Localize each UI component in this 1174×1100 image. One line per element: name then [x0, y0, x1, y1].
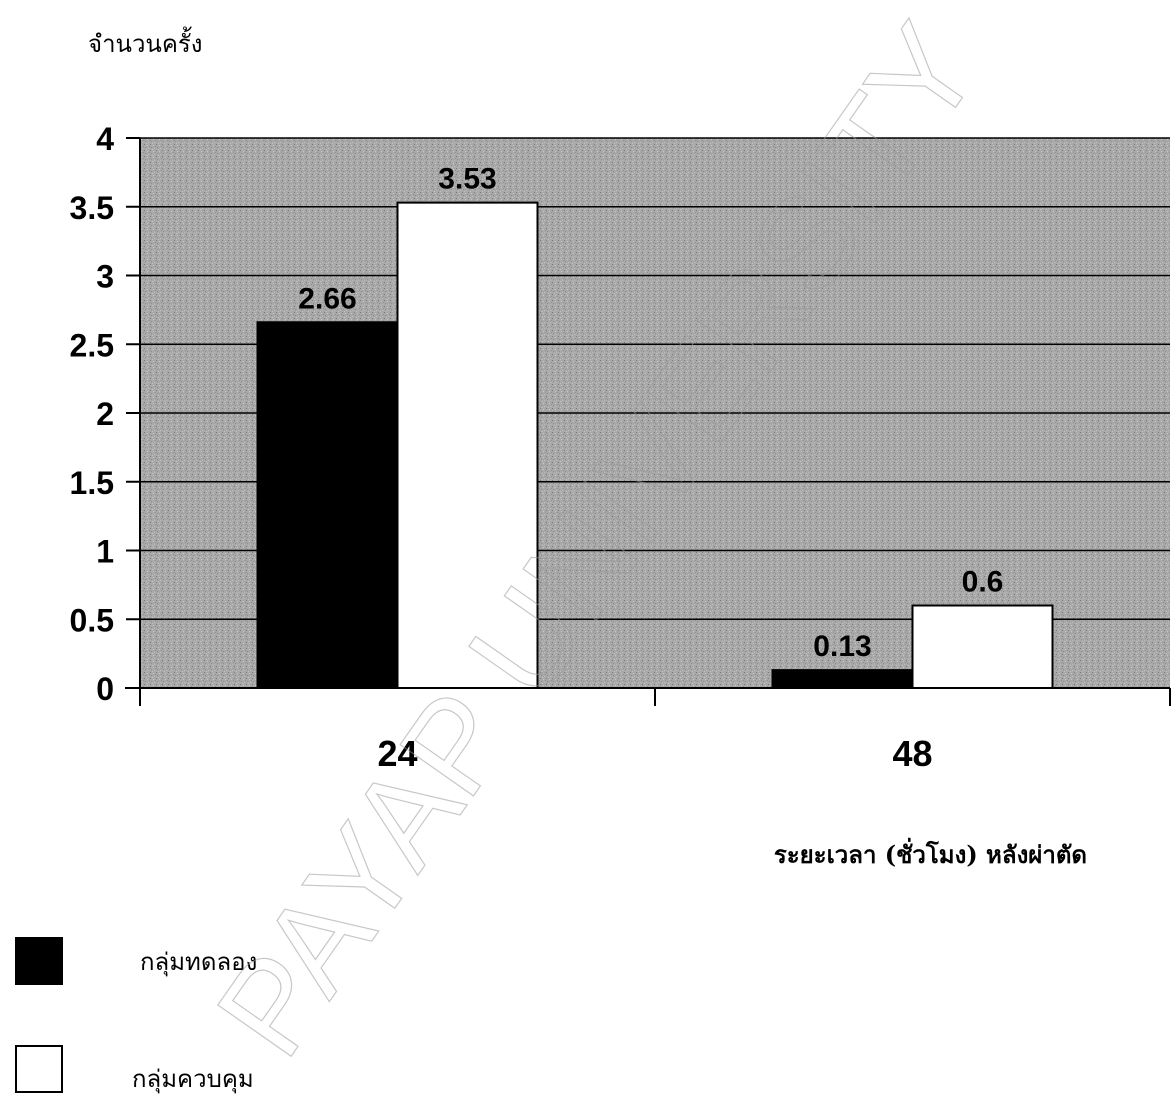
- y-tick-label: 1.5: [70, 465, 114, 501]
- legend-label-experimental: กลุ่มทดลอง: [140, 948, 257, 977]
- y-tick-label: 3.5: [70, 190, 114, 226]
- bar: [396, 201, 539, 689]
- bar: [911, 604, 1054, 689]
- bar: [256, 321, 399, 689]
- y-ticks: 0 0.5 1 1.5 2 2.5 3 3.5 4: [70, 121, 140, 707]
- x-axis-label: ระยะเวลา (ชั่วโมง) หลังผ่าตัด: [774, 837, 1087, 869]
- legend-swatch-control: [15, 1045, 63, 1093]
- value-labels: 2.66 3.53 0.13 0.6: [298, 163, 1003, 664]
- y-tick-label: 4: [96, 121, 114, 157]
- x-tick-label: 48: [892, 733, 932, 774]
- bars: [256, 201, 1054, 689]
- x-ticks: 24 48: [139, 688, 1171, 774]
- y-tick-label: 1: [96, 534, 114, 570]
- data-label: 3.53: [438, 163, 496, 196]
- legend-label-control: กลุ่มควบคุม: [132, 1065, 254, 1094]
- legend-swatch-experimental: [15, 937, 63, 985]
- bar: [771, 669, 914, 689]
- data-label: 0.13: [813, 630, 871, 663]
- y-tick-label: 2: [96, 396, 114, 432]
- data-label: 0.6: [962, 566, 1004, 599]
- y-axis-label: จำนวนครั้ง: [88, 26, 203, 58]
- y-tick-label: 0: [96, 671, 114, 707]
- data-label: 2.66: [298, 282, 356, 315]
- x-tick-label: 24: [377, 733, 417, 774]
- y-tick-label: 3: [96, 259, 114, 295]
- y-tick-label: 0.5: [70, 602, 114, 638]
- y-tick-label: 2.5: [70, 327, 114, 363]
